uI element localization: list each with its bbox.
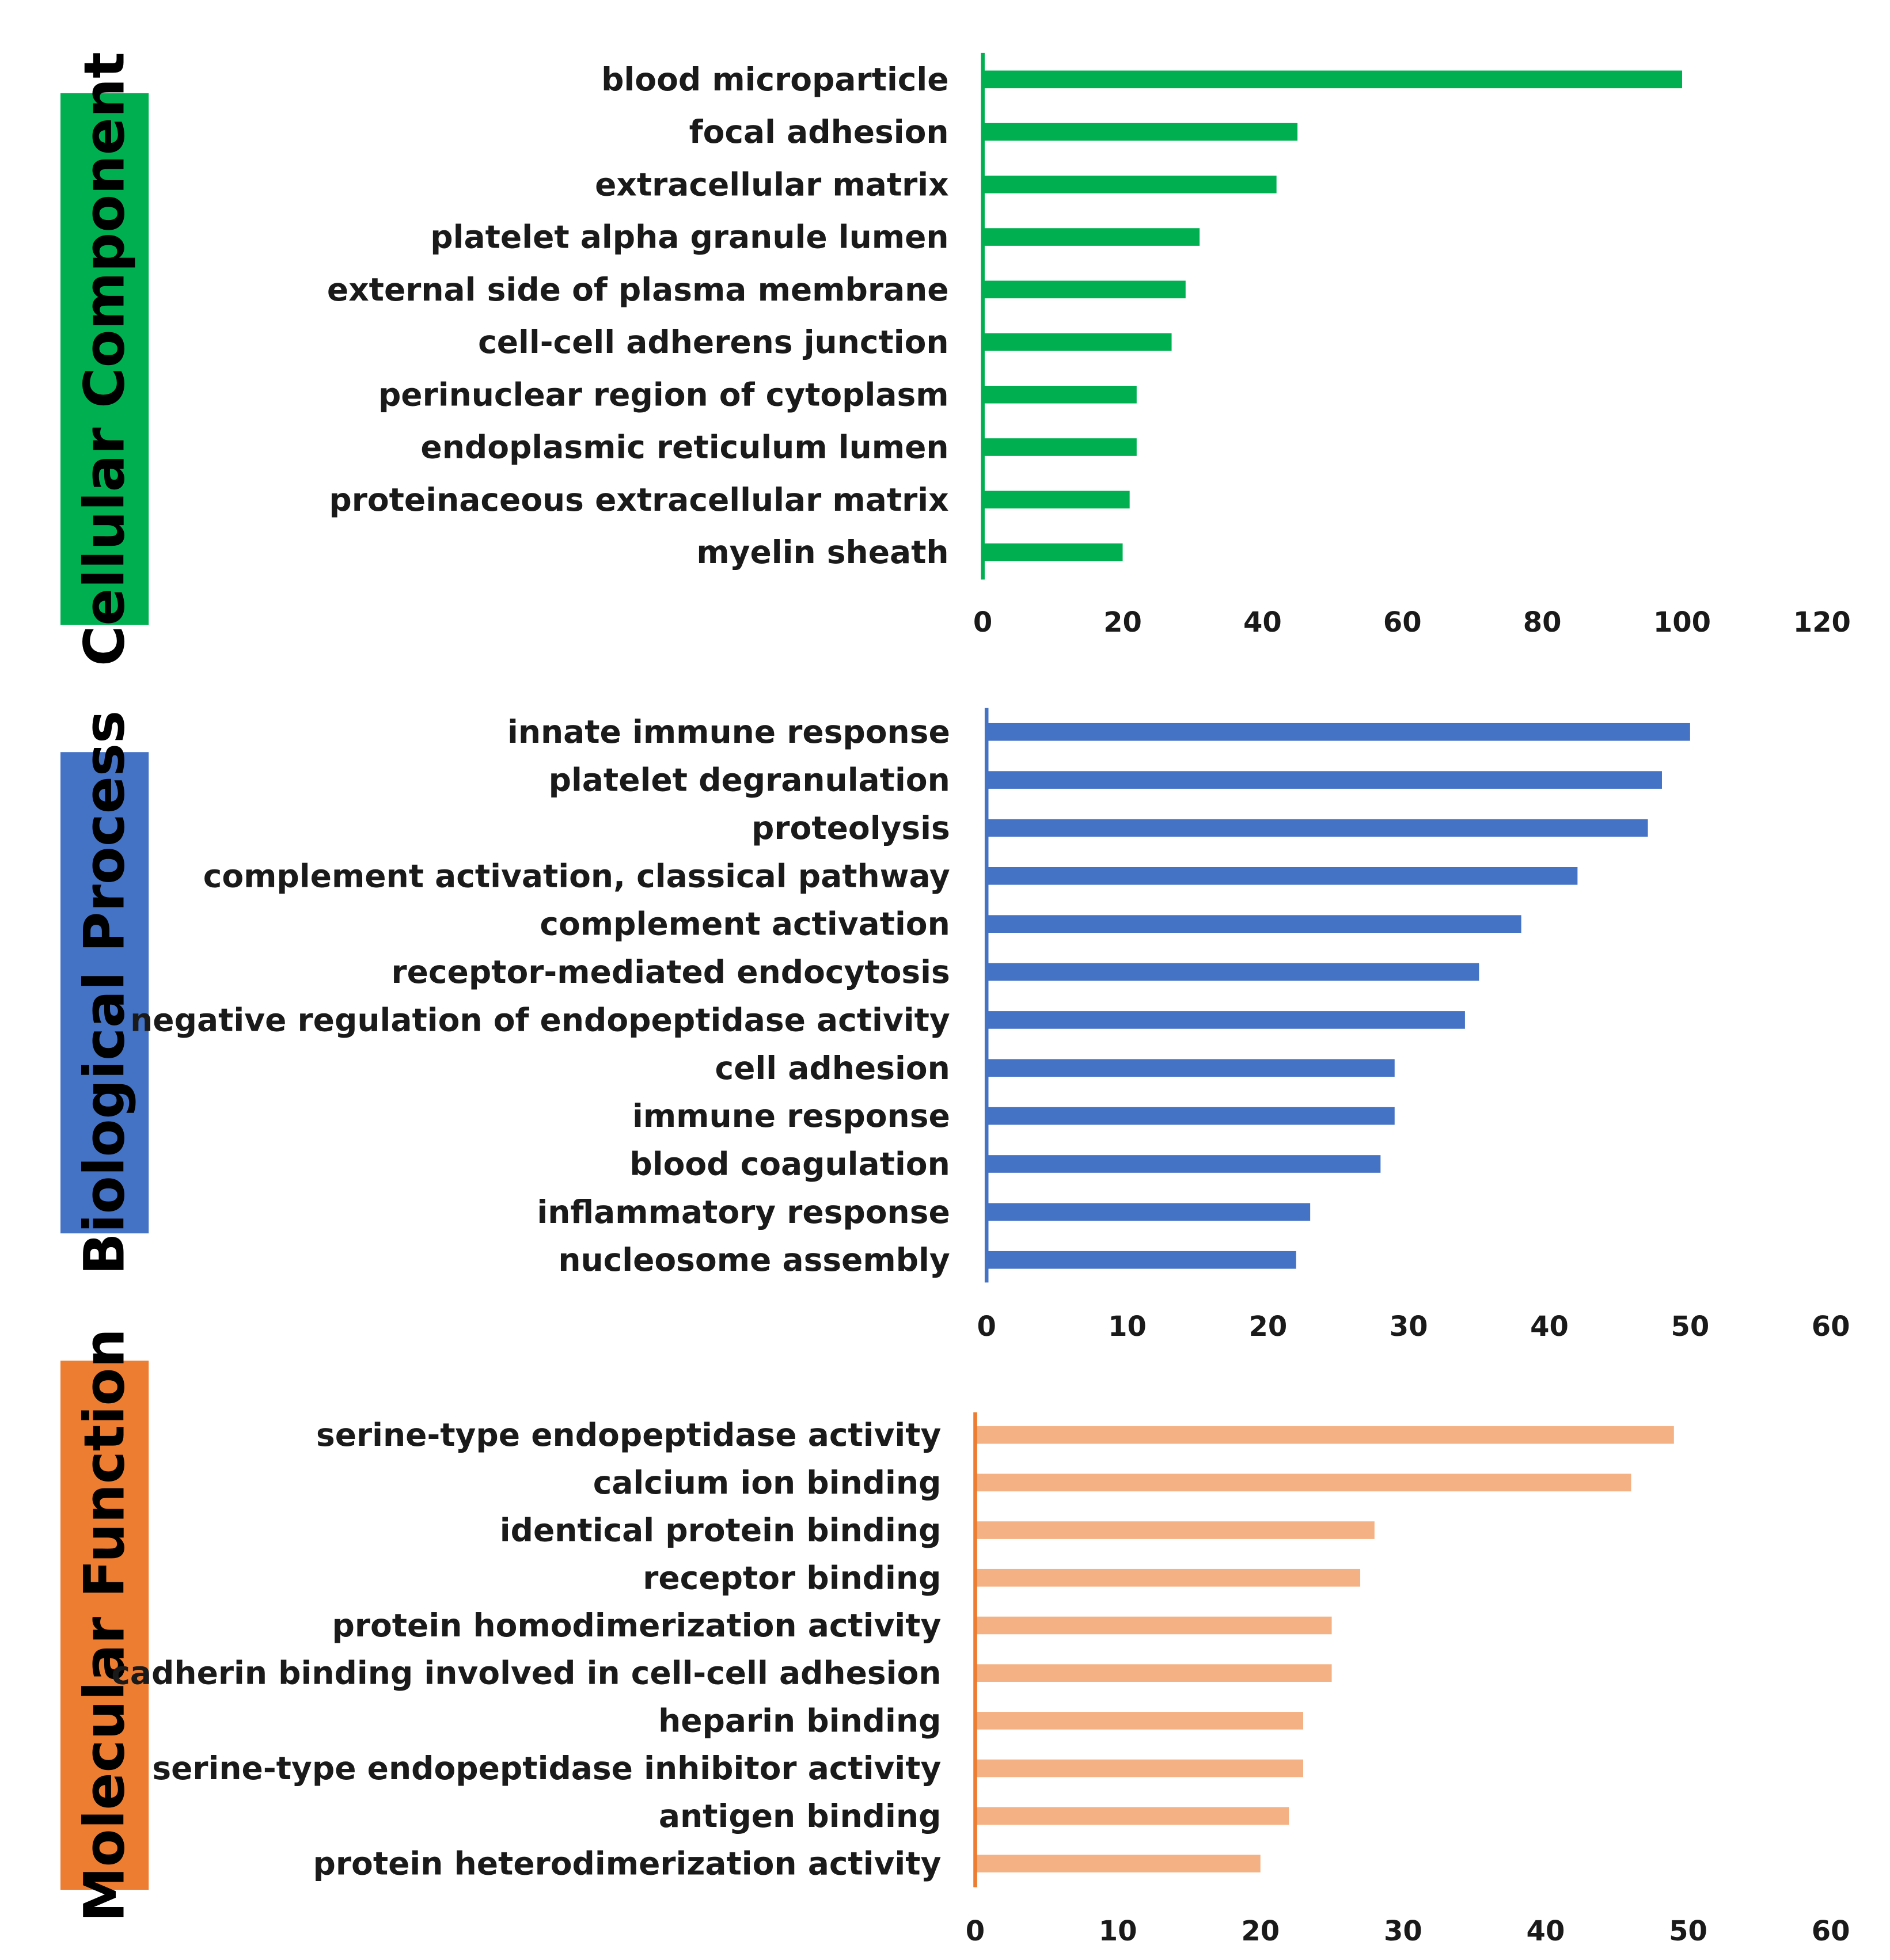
cc-tick-label: 20 — [1103, 606, 1142, 639]
cc-tick-label: 60 — [1383, 606, 1422, 639]
bp-tick-label: 60 — [1812, 1311, 1850, 1343]
cc-tick-label: 40 — [1243, 606, 1282, 639]
bp-category-label: complement activation — [540, 906, 950, 943]
cc-tick-label: 0 — [973, 606, 992, 639]
cc-bar — [982, 228, 1200, 246]
mf-category-label: cadherin binding involved in cell-cell a… — [111, 1655, 941, 1692]
cc-category-label: external side of plasma membrane — [327, 271, 949, 308]
bp-bar — [986, 867, 1578, 885]
cc-tick-label: 120 — [1793, 606, 1851, 639]
cc-category-label: platelet alpha granule lumen — [430, 219, 948, 256]
cc-bar — [982, 438, 1137, 456]
mf-label-box — [60, 1361, 149, 1890]
cc-panel: Cellular Component blood microparticle foc… — [60, 52, 1851, 666]
bp-bar — [986, 1107, 1395, 1125]
bp-bar — [986, 819, 1648, 837]
mf-bar — [975, 1807, 1289, 1825]
mf-bar — [975, 1712, 1304, 1730]
bp-tick-label: 50 — [1671, 1311, 1709, 1343]
cc-category-label: cell-cell adherens junction — [478, 324, 948, 360]
bp-bar — [986, 1155, 1381, 1173]
cc-bar — [982, 280, 1186, 299]
bp-category-label: negative regulation of endopeptidase act… — [130, 1001, 950, 1038]
bp-tick-label: 40 — [1530, 1311, 1569, 1343]
mf-category-label: protein homodimerization activity — [332, 1607, 941, 1644]
mf-panel-label: Molecular Function — [60, 1328, 149, 1922]
cc-tick-label: 100 — [1653, 606, 1711, 639]
bp-panel-label: Biological Process — [60, 711, 149, 1275]
mf-category-label: protein heterodimerization activity — [313, 1845, 942, 1882]
bp-category-label: inflammatory response — [537, 1194, 950, 1230]
cc-bar — [982, 176, 1277, 193]
cc-category-label: extracellular matrix — [595, 166, 948, 203]
mf-category-label: antigen binding — [659, 1798, 942, 1834]
mf-bar — [975, 1521, 1375, 1539]
bp-bar — [986, 1203, 1311, 1221]
bp-bar — [986, 723, 1690, 741]
bp-bar — [986, 1011, 1465, 1029]
bp-category-label: complement activation, classical pathway — [203, 857, 950, 894]
bp-bar — [986, 1251, 1296, 1269]
cc-label-text: Cellular Component — [73, 52, 137, 666]
bp-category-label: innate immune response — [507, 713, 950, 750]
bp-bar — [986, 915, 1521, 933]
bp-panel: Biological Process innate immune response… — [60, 708, 1850, 1343]
mf-tick-label: 60 — [1812, 1915, 1850, 1947]
cc-bar — [982, 123, 1298, 141]
mf-tick-label: 30 — [1384, 1915, 1422, 1947]
bp-tick-label: 20 — [1248, 1311, 1287, 1343]
mf-bar — [975, 1426, 1674, 1444]
cc-category-label: proteinaceous extracellular matrix — [329, 481, 948, 518]
mf-tick-label: 0 — [966, 1915, 985, 1947]
mf-bar — [975, 1473, 1631, 1492]
mf-tick-label: 10 — [1099, 1915, 1137, 1947]
mf-bar — [975, 1616, 1332, 1635]
cc-category-label: myelin sheath — [696, 534, 948, 571]
bp-category-label: immune response — [632, 1097, 950, 1134]
cc-bar — [982, 385, 1137, 404]
bp-bar — [986, 1059, 1395, 1077]
bp-category-label: cell adhesion — [715, 1050, 950, 1087]
bp-category-label: proteolysis — [752, 810, 950, 846]
cc-category-label: focal adhesion — [689, 113, 949, 150]
mf-category-label: receptor binding — [643, 1559, 941, 1596]
cc-category-label: perinuclear region of cytoplasm — [378, 376, 949, 413]
mf-bar — [975, 1855, 1261, 1872]
bp-tick-label: 10 — [1108, 1311, 1147, 1343]
mf-tick-label: 40 — [1527, 1915, 1565, 1947]
cc-category-label: endoplasmic reticulum lumen — [420, 429, 948, 466]
cc-bar — [982, 333, 1172, 351]
cc-bar — [982, 70, 1682, 89]
mf-category-label: heparin binding — [658, 1702, 941, 1739]
mf-bar — [975, 1759, 1304, 1777]
cc-tick-label: 80 — [1523, 606, 1562, 639]
mf-bar — [975, 1568, 1361, 1587]
bp-label-box — [60, 752, 149, 1234]
bp-tick-label: 30 — [1390, 1311, 1428, 1343]
mf-category-label: serine-type endopeptidase inhibitor acti… — [152, 1750, 941, 1787]
cc-label-box — [60, 93, 149, 625]
bp-category-label: platelet degranulation — [549, 762, 950, 799]
bp-category-label: receptor-mediated endocytosis — [391, 954, 950, 990]
bp-category-label: blood coagulation — [629, 1145, 950, 1182]
mf-category-label: calcium ion binding — [593, 1464, 942, 1501]
cc-panel-label: Cellular Component — [60, 52, 149, 666]
mf-category-label: serine-type endopeptidase activity — [316, 1416, 941, 1453]
mf-bar — [975, 1664, 1332, 1682]
mf-label-text: Molecular Function — [73, 1328, 137, 1922]
bp-category-label: nucleosome assembly — [558, 1241, 950, 1278]
mf-tick-label: 20 — [1241, 1915, 1280, 1947]
mf-category-label: identical protein binding — [500, 1512, 942, 1549]
bp-bar — [986, 963, 1479, 981]
bp-label-text: Biological Process — [73, 711, 137, 1275]
cc-bar — [982, 491, 1130, 509]
bp-tick-label: 0 — [977, 1311, 996, 1343]
bp-bar — [986, 771, 1662, 789]
cc-bar — [982, 543, 1123, 561]
mf-tick-label: 50 — [1669, 1915, 1707, 1947]
mf-panel: Molecular Function serine-type endopeptid… — [60, 1328, 1850, 1947]
cc-category-label: blood microparticle — [601, 61, 949, 98]
